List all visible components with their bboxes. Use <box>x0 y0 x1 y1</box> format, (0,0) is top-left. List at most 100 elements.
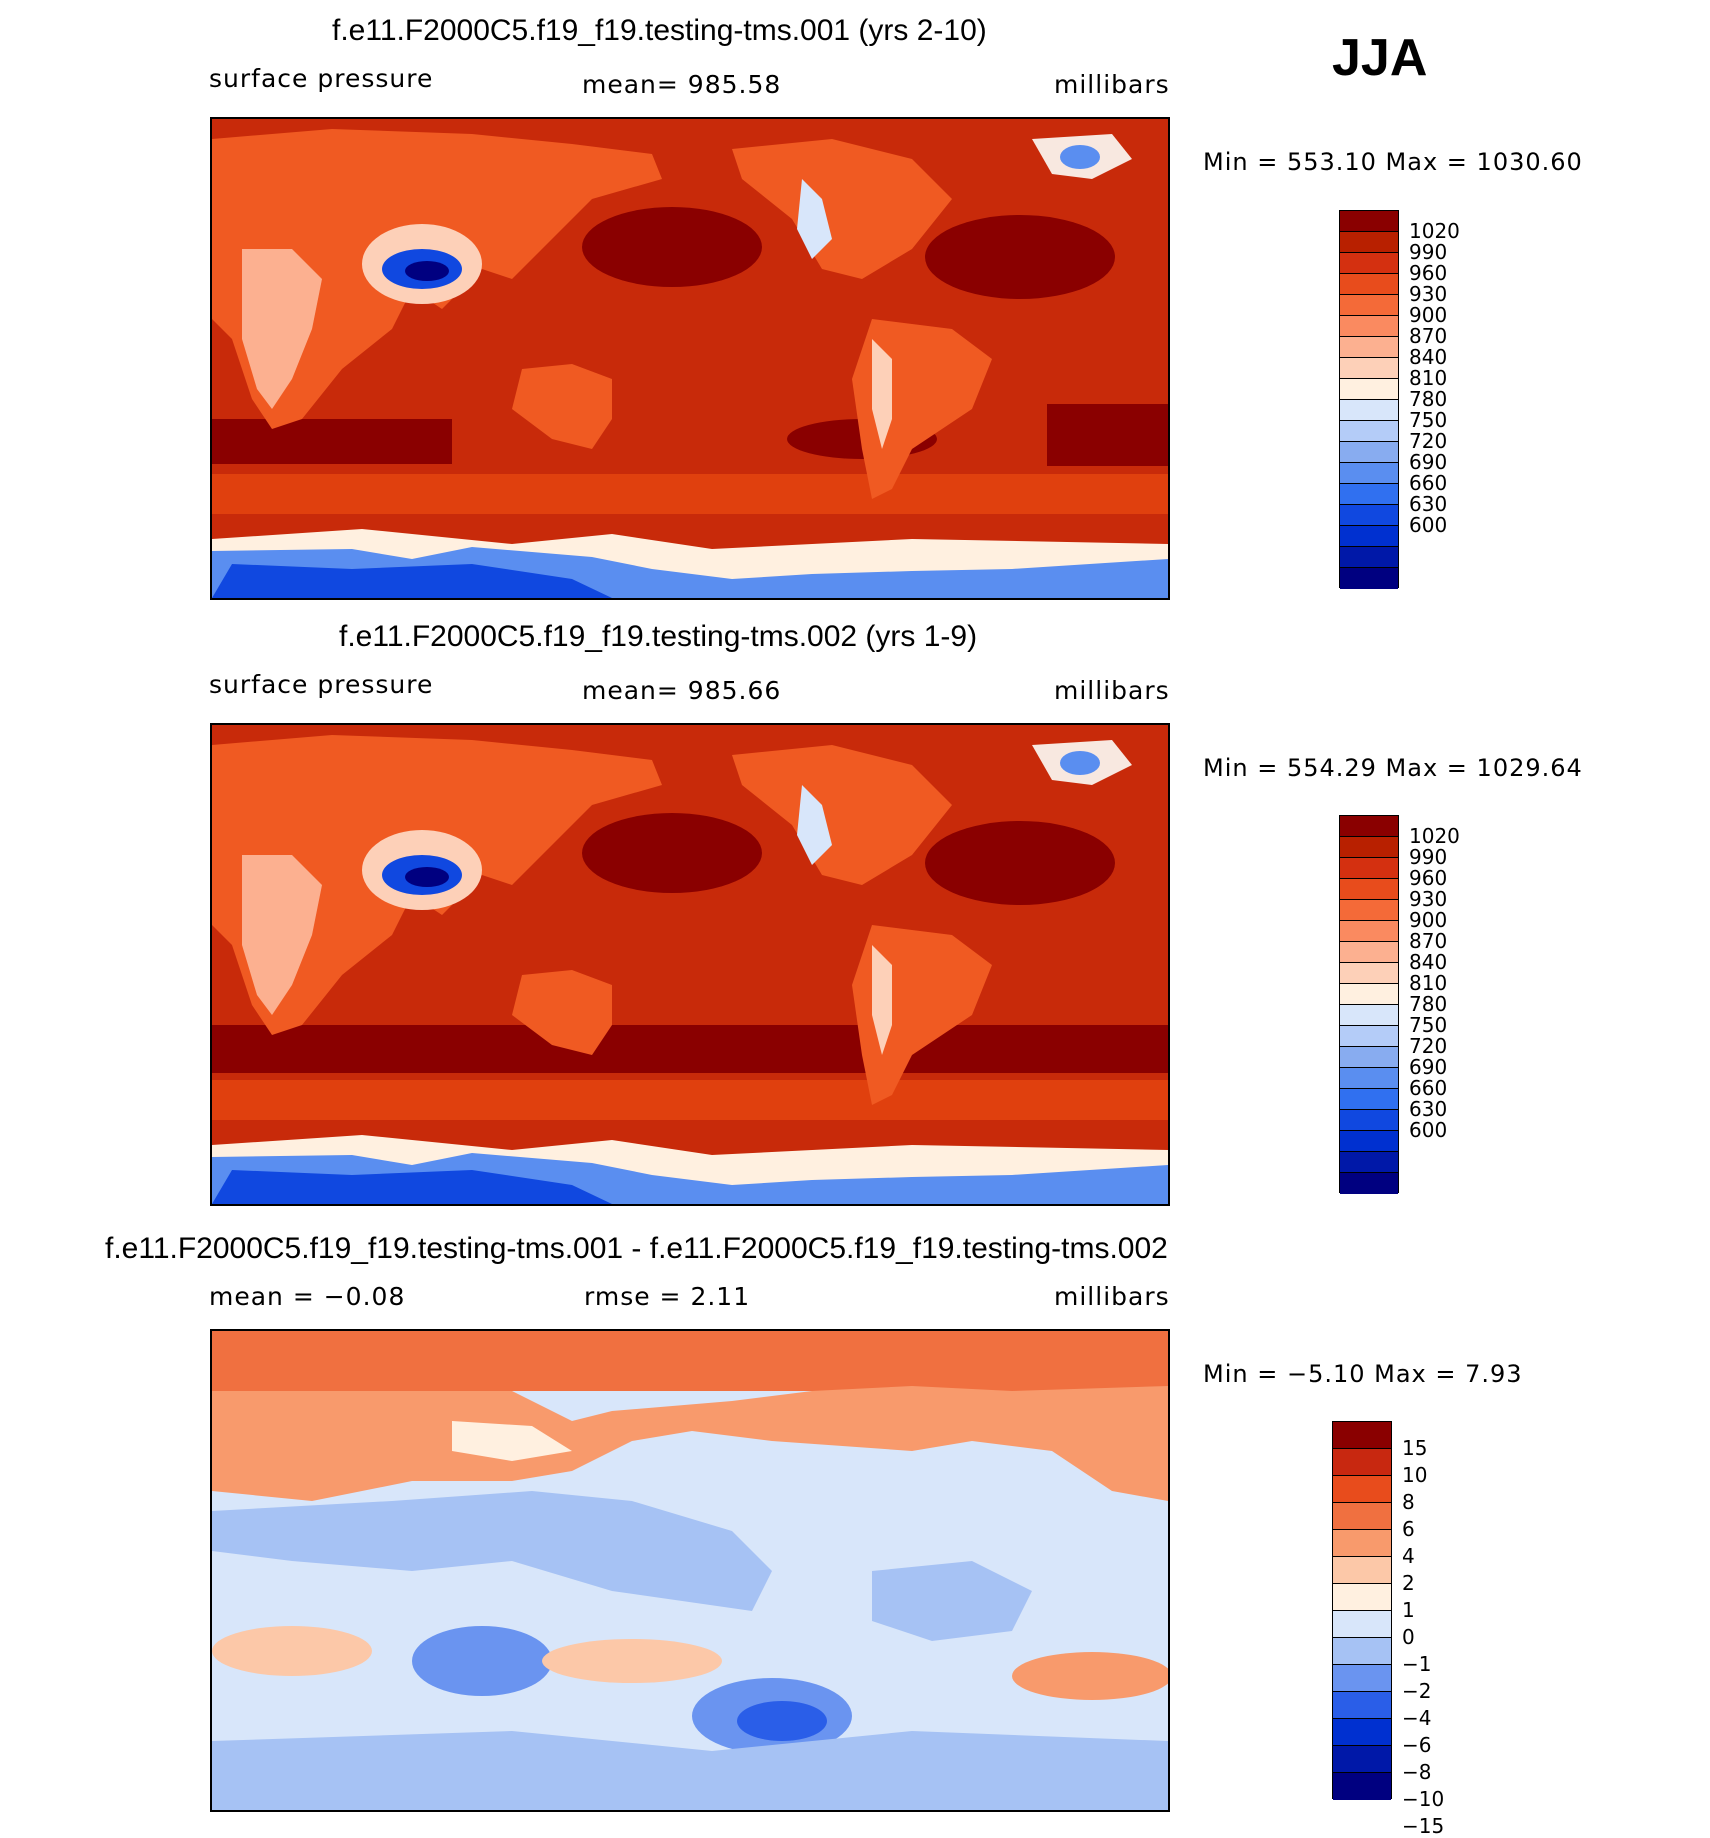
colorbar-tick-label: 1020 <box>1409 824 1460 848</box>
panel1-title: f.e11.F2000C5.f19_f19.testing-tms.001 (y… <box>332 14 987 47</box>
andes <box>872 339 892 449</box>
colorbar-tick-label: −15 <box>1402 1814 1445 1838</box>
colorbar-tick-label: 870 <box>1409 929 1448 953</box>
colorbar-cell <box>1333 1719 1391 1746</box>
colorbar-cell <box>1340 1005 1398 1026</box>
diff-sw-indian-high <box>212 1626 372 1676</box>
greenland-core <box>1060 751 1100 775</box>
colorbar-cell <box>1340 211 1398 232</box>
colorbar-cell <box>1340 900 1398 921</box>
australia <box>512 364 612 449</box>
colorbar-tick-label: 960 <box>1409 866 1448 890</box>
high-south-indian <box>212 419 452 464</box>
panel1-colorbar <box>1339 210 1399 589</box>
colorbar-tick-label: 720 <box>1409 429 1448 453</box>
panel1-units: millibars <box>1054 70 1170 99</box>
colorbar-cell <box>1333 1773 1391 1800</box>
diff-tropical-low <box>212 1491 772 1611</box>
colorbar-tick-label: 630 <box>1409 1097 1448 1121</box>
high-north-pacific <box>582 813 762 893</box>
colorbar-cell <box>1333 1503 1391 1530</box>
diff-northern-high <box>212 1386 1168 1501</box>
colorbar-tick-label: 15 <box>1402 1436 1428 1460</box>
colorbar-tick-label: 2 <box>1402 1571 1415 1595</box>
high-north-atlantic <box>925 821 1115 905</box>
colorbar-cell <box>1333 1665 1391 1692</box>
high-north-atlantic <box>925 215 1115 299</box>
colorbar-tick-label: 1020 <box>1409 219 1460 243</box>
colorbar-tick-label: 750 <box>1409 408 1448 432</box>
panel1-minmax: Min = 553.10 Max = 1030.60 <box>1203 148 1583 176</box>
colorbar-cell <box>1340 1068 1398 1089</box>
high-south-band <box>212 1025 1168 1073</box>
colorbar-cell <box>1340 547 1398 568</box>
panel2-mean: mean= 985.66 <box>582 676 782 705</box>
colorbar-cell <box>1340 1110 1398 1131</box>
panel1-contour-field <box>212 119 1168 598</box>
colorbar-tick-label: −10 <box>1402 1787 1445 1811</box>
panel2-contour-field <box>212 725 1168 1204</box>
colorbar-cell <box>1340 337 1398 358</box>
colorbar-tick-label: −4 <box>1402 1706 1432 1730</box>
colorbar-cell <box>1340 526 1398 547</box>
panel3-contour-field <box>212 1331 1168 1810</box>
colorbar-cell <box>1340 379 1398 400</box>
colorbar-cell <box>1340 295 1398 316</box>
colorbar-tick-label: 4 <box>1402 1544 1415 1568</box>
panel2-title: f.e11.F2000C5.f19_f19.testing-tms.002 (y… <box>339 620 978 653</box>
colorbar-tick-label: 10 <box>1402 1463 1428 1487</box>
north-america <box>732 139 952 279</box>
colorbar-cell <box>1340 963 1398 984</box>
colorbar-cell <box>1340 316 1398 337</box>
panel3-units: millibars <box>1054 1282 1170 1311</box>
colorbar-tick-label: 660 <box>1409 471 1448 495</box>
high-north-pacific <box>582 207 762 287</box>
colorbar-tick-label: −1 <box>1402 1652 1432 1676</box>
colorbar-cell <box>1340 400 1398 421</box>
tibet-core <box>405 867 449 887</box>
colorbar-tick-label: 8 <box>1402 1490 1415 1514</box>
panel3-title: f.e11.F2000C5.f19_f19.testing-tms.001 - … <box>105 1232 1168 1265</box>
andes <box>872 945 892 1055</box>
colorbar-cell <box>1340 1131 1398 1152</box>
colorbar-cell <box>1340 568 1398 589</box>
colorbar-tick-label: 990 <box>1409 240 1448 264</box>
colorbar-cell <box>1340 358 1398 379</box>
colorbar-cell <box>1333 1476 1391 1503</box>
colorbar-tick-label: −2 <box>1402 1679 1432 1703</box>
colorbar-cell <box>1333 1530 1391 1557</box>
southern-ocean-band <box>212 474 1168 514</box>
panel2-units: millibars <box>1054 676 1170 705</box>
panel1-variable: surface pressure <box>209 64 434 93</box>
north-america <box>732 745 952 885</box>
colorbar-cell <box>1340 484 1398 505</box>
diff-atlantic-high <box>1012 1652 1168 1700</box>
colorbar-cell <box>1340 274 1398 295</box>
colorbar-tick-label: 690 <box>1409 1055 1448 1079</box>
panel1-colorbar-cells <box>1340 211 1398 589</box>
colorbar-cell <box>1340 421 1398 442</box>
colorbar-cell <box>1340 442 1398 463</box>
colorbar-cell <box>1333 1449 1391 1476</box>
colorbar-cell <box>1340 984 1398 1005</box>
antarctica-low <box>212 1170 612 1204</box>
panel2-colorbar <box>1339 815 1399 1194</box>
panel3-rmse: rmse = 2.11 <box>584 1282 751 1311</box>
panel3-mean: mean = −0.08 <box>209 1282 406 1311</box>
diff-pacific-high <box>542 1639 722 1683</box>
colorbar-cell <box>1333 1611 1391 1638</box>
colorbar-cell <box>1340 816 1398 837</box>
panel1-map <box>210 117 1170 600</box>
colorbar-cell <box>1333 1692 1391 1719</box>
colorbar-tick-label: 600 <box>1409 1118 1448 1142</box>
colorbar-cell <box>1340 232 1398 253</box>
rockies <box>797 785 832 865</box>
rockies <box>797 179 832 259</box>
australia <box>512 970 612 1055</box>
colorbar-tick-label: 870 <box>1409 324 1448 348</box>
colorbar-tick-label: 750 <box>1409 1013 1448 1037</box>
panel3-colorbar <box>1332 1421 1392 1800</box>
colorbar-tick-label: 990 <box>1409 845 1448 869</box>
colorbar-cell <box>1340 463 1398 484</box>
panel3-minmax: Min = −5.10 Max = 7.93 <box>1203 1360 1523 1388</box>
